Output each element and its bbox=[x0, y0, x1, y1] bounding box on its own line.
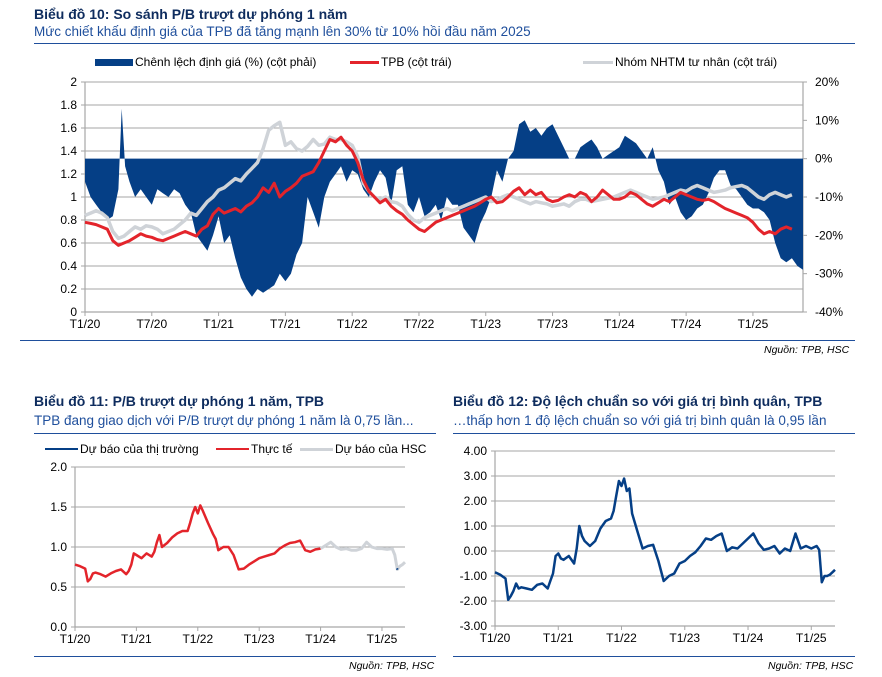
y-tick-label: 0.6 bbox=[60, 236, 77, 250]
market-forecast-line bbox=[396, 567, 399, 571]
x-tick-label: T1/21 bbox=[121, 632, 152, 646]
right-y-tick-label: -10% bbox=[815, 190, 843, 204]
y-tick-label: 4.00 bbox=[464, 444, 488, 458]
x-tick-label: T1/22 bbox=[606, 631, 637, 645]
x-tick-label: T1/21 bbox=[203, 317, 234, 331]
legend-swatch-line bbox=[300, 447, 333, 451]
y-tick-label: 1.00 bbox=[464, 519, 488, 533]
x-tick-label: T1/25 bbox=[738, 317, 769, 331]
x-tick-label: T1/24 bbox=[604, 317, 635, 331]
y-tick-label: 0.5 bbox=[50, 580, 67, 594]
chart11-legend-market: Dự báo của thị trường bbox=[45, 442, 199, 456]
std-deviation-line bbox=[494, 477, 836, 602]
y-tick-label: -1.00 bbox=[460, 569, 488, 583]
chart10-legend-tpb: TPB (cột trái) bbox=[350, 55, 452, 69]
chart12-title: Biểu đồ 12: Độ lệch chuẩn so với giá trị… bbox=[453, 393, 823, 409]
legend-swatch-line bbox=[350, 60, 379, 64]
valuation-gap-area bbox=[85, 108, 803, 297]
x-tick-label: T1/23 bbox=[470, 317, 501, 331]
chart11-legend-hsc: Dự báo của HSC bbox=[300, 442, 426, 456]
y-tick-label: 1.2 bbox=[60, 167, 77, 181]
chart12-source: Nguồn: TPB, HSC bbox=[768, 660, 854, 672]
chart11-subtitle: TPB đang giao dịch với P/B trượt dự phón… bbox=[34, 413, 414, 428]
x-tick-label: T1/24 bbox=[733, 631, 764, 645]
y-tick-label: 2.00 bbox=[464, 494, 488, 508]
x-tick-label: T1/23 bbox=[244, 632, 275, 646]
x-tick-label: T7/24 bbox=[671, 317, 702, 331]
chart11-title: Biểu đồ 11: P/B trượt dự phóng 1 năm, TP… bbox=[34, 393, 325, 409]
y-tick-label: 0.4 bbox=[60, 259, 77, 273]
y-tick-label: 3.00 bbox=[464, 469, 488, 483]
y-tick-label: 0.2 bbox=[60, 282, 77, 296]
x-tick-label: T7/21 bbox=[270, 317, 301, 331]
right-y-tick-label: 20% bbox=[815, 75, 839, 89]
right-y-tick-label: -20% bbox=[815, 228, 843, 242]
legend-label: Nhóm NHTM tư nhân (cột trái) bbox=[615, 55, 778, 69]
tpb-line bbox=[84, 135, 793, 247]
x-tick-label: T1/24 bbox=[305, 632, 336, 646]
peer-banks-line bbox=[84, 120, 793, 241]
chart11-legend-actual: Thực tế bbox=[216, 442, 292, 456]
y-tick-label: 1.4 bbox=[60, 144, 77, 158]
legend-swatch-line bbox=[45, 448, 78, 450]
y-tick-label: 1 bbox=[70, 190, 77, 204]
x-tick-label: T1/20 bbox=[70, 317, 101, 331]
y-tick-label: 1.0 bbox=[50, 540, 67, 554]
chart10-title: Biểu đồ 10: So sánh P/B trượt dự phóng 1… bbox=[34, 6, 348, 22]
chart10-source-rule bbox=[20, 340, 855, 341]
x-tick-label: T7/20 bbox=[136, 317, 167, 331]
legend-swatch-area bbox=[95, 58, 133, 66]
x-tick-label: T7/22 bbox=[404, 317, 435, 331]
chart10-plot: 0 0.2 0.4 0.6 0.8 1 1.2 1.4 1.6 1.8 2 T1/20 T7/20 T1/… bbox=[60, 75, 843, 331]
y-tick-label: 1.6 bbox=[60, 121, 77, 135]
chart12-title-rule bbox=[453, 433, 855, 434]
y-tick-label: -2.00 bbox=[460, 594, 488, 608]
y-tick-label: 0 bbox=[70, 305, 77, 319]
chart10-legend-peers: Nhóm NHTM tư nhân (cột trái) bbox=[583, 55, 777, 69]
y-tick-label: 0.00 bbox=[464, 544, 488, 558]
chart11-source: Nguồn: TPB, HSC bbox=[349, 660, 435, 672]
chart10-source: Nguồn: TPB, HSC bbox=[764, 344, 850, 356]
chart10-title-rule bbox=[34, 43, 855, 44]
legend-swatch-line bbox=[216, 448, 249, 450]
x-tick-label: T1/22 bbox=[182, 632, 213, 646]
x-tick-label: T1/23 bbox=[669, 631, 700, 645]
x-tick-label: T1/21 bbox=[543, 631, 574, 645]
legend-label: Chênh lệch định giá (%) (cột phải) bbox=[135, 55, 317, 69]
legend-label: Dự báo của HSC bbox=[335, 442, 427, 456]
chart12-subtitle: …thấp hơn 1 độ lệch chuẩn so với giá trị… bbox=[453, 413, 827, 428]
chart10-subtitle: Mức chiết khấu định giá của TPB đã tăng … bbox=[34, 24, 531, 39]
right-y-tick-label: 10% bbox=[815, 113, 839, 127]
y-tick-label: 0.8 bbox=[60, 213, 77, 227]
x-tick-label: T1/25 bbox=[367, 632, 398, 646]
legend-label: TPB (cột trái) bbox=[381, 55, 452, 69]
chart10-legend-diff: Chênh lệch định giá (%) (cột phải) bbox=[95, 55, 316, 69]
legend-swatch-line bbox=[583, 60, 613, 64]
y-tick-label: -3.00 bbox=[460, 619, 488, 633]
chart11-source-rule bbox=[34, 656, 436, 657]
legend-label: Dự báo của thị trường bbox=[80, 442, 199, 456]
right-y-tick-label: 0% bbox=[815, 152, 833, 166]
chart12-source-rule bbox=[453, 656, 855, 657]
actual-line bbox=[74, 504, 321, 583]
legend-label: Thực tế bbox=[251, 442, 293, 456]
y-tick-label: 1.5 bbox=[50, 500, 67, 514]
y-tick-label: 2 bbox=[70, 75, 77, 89]
x-tick-label: T7/23 bbox=[537, 317, 568, 331]
y-tick-label: 0.0 bbox=[50, 620, 67, 634]
x-tick-label: T1/20 bbox=[480, 631, 511, 645]
y-tick-label: 2.0 bbox=[50, 460, 67, 474]
right-y-tick-label: -30% bbox=[815, 267, 843, 281]
x-tick-label: T1/20 bbox=[60, 632, 91, 646]
x-tick-label: T1/22 bbox=[337, 317, 368, 331]
x-tick-label: T1/25 bbox=[796, 631, 827, 645]
y-tick-label: 1.8 bbox=[60, 98, 77, 112]
right-y-tick-label: -40% bbox=[815, 305, 843, 319]
hsc-forecast-line bbox=[319, 540, 407, 571]
chart11-title-rule bbox=[34, 433, 436, 434]
